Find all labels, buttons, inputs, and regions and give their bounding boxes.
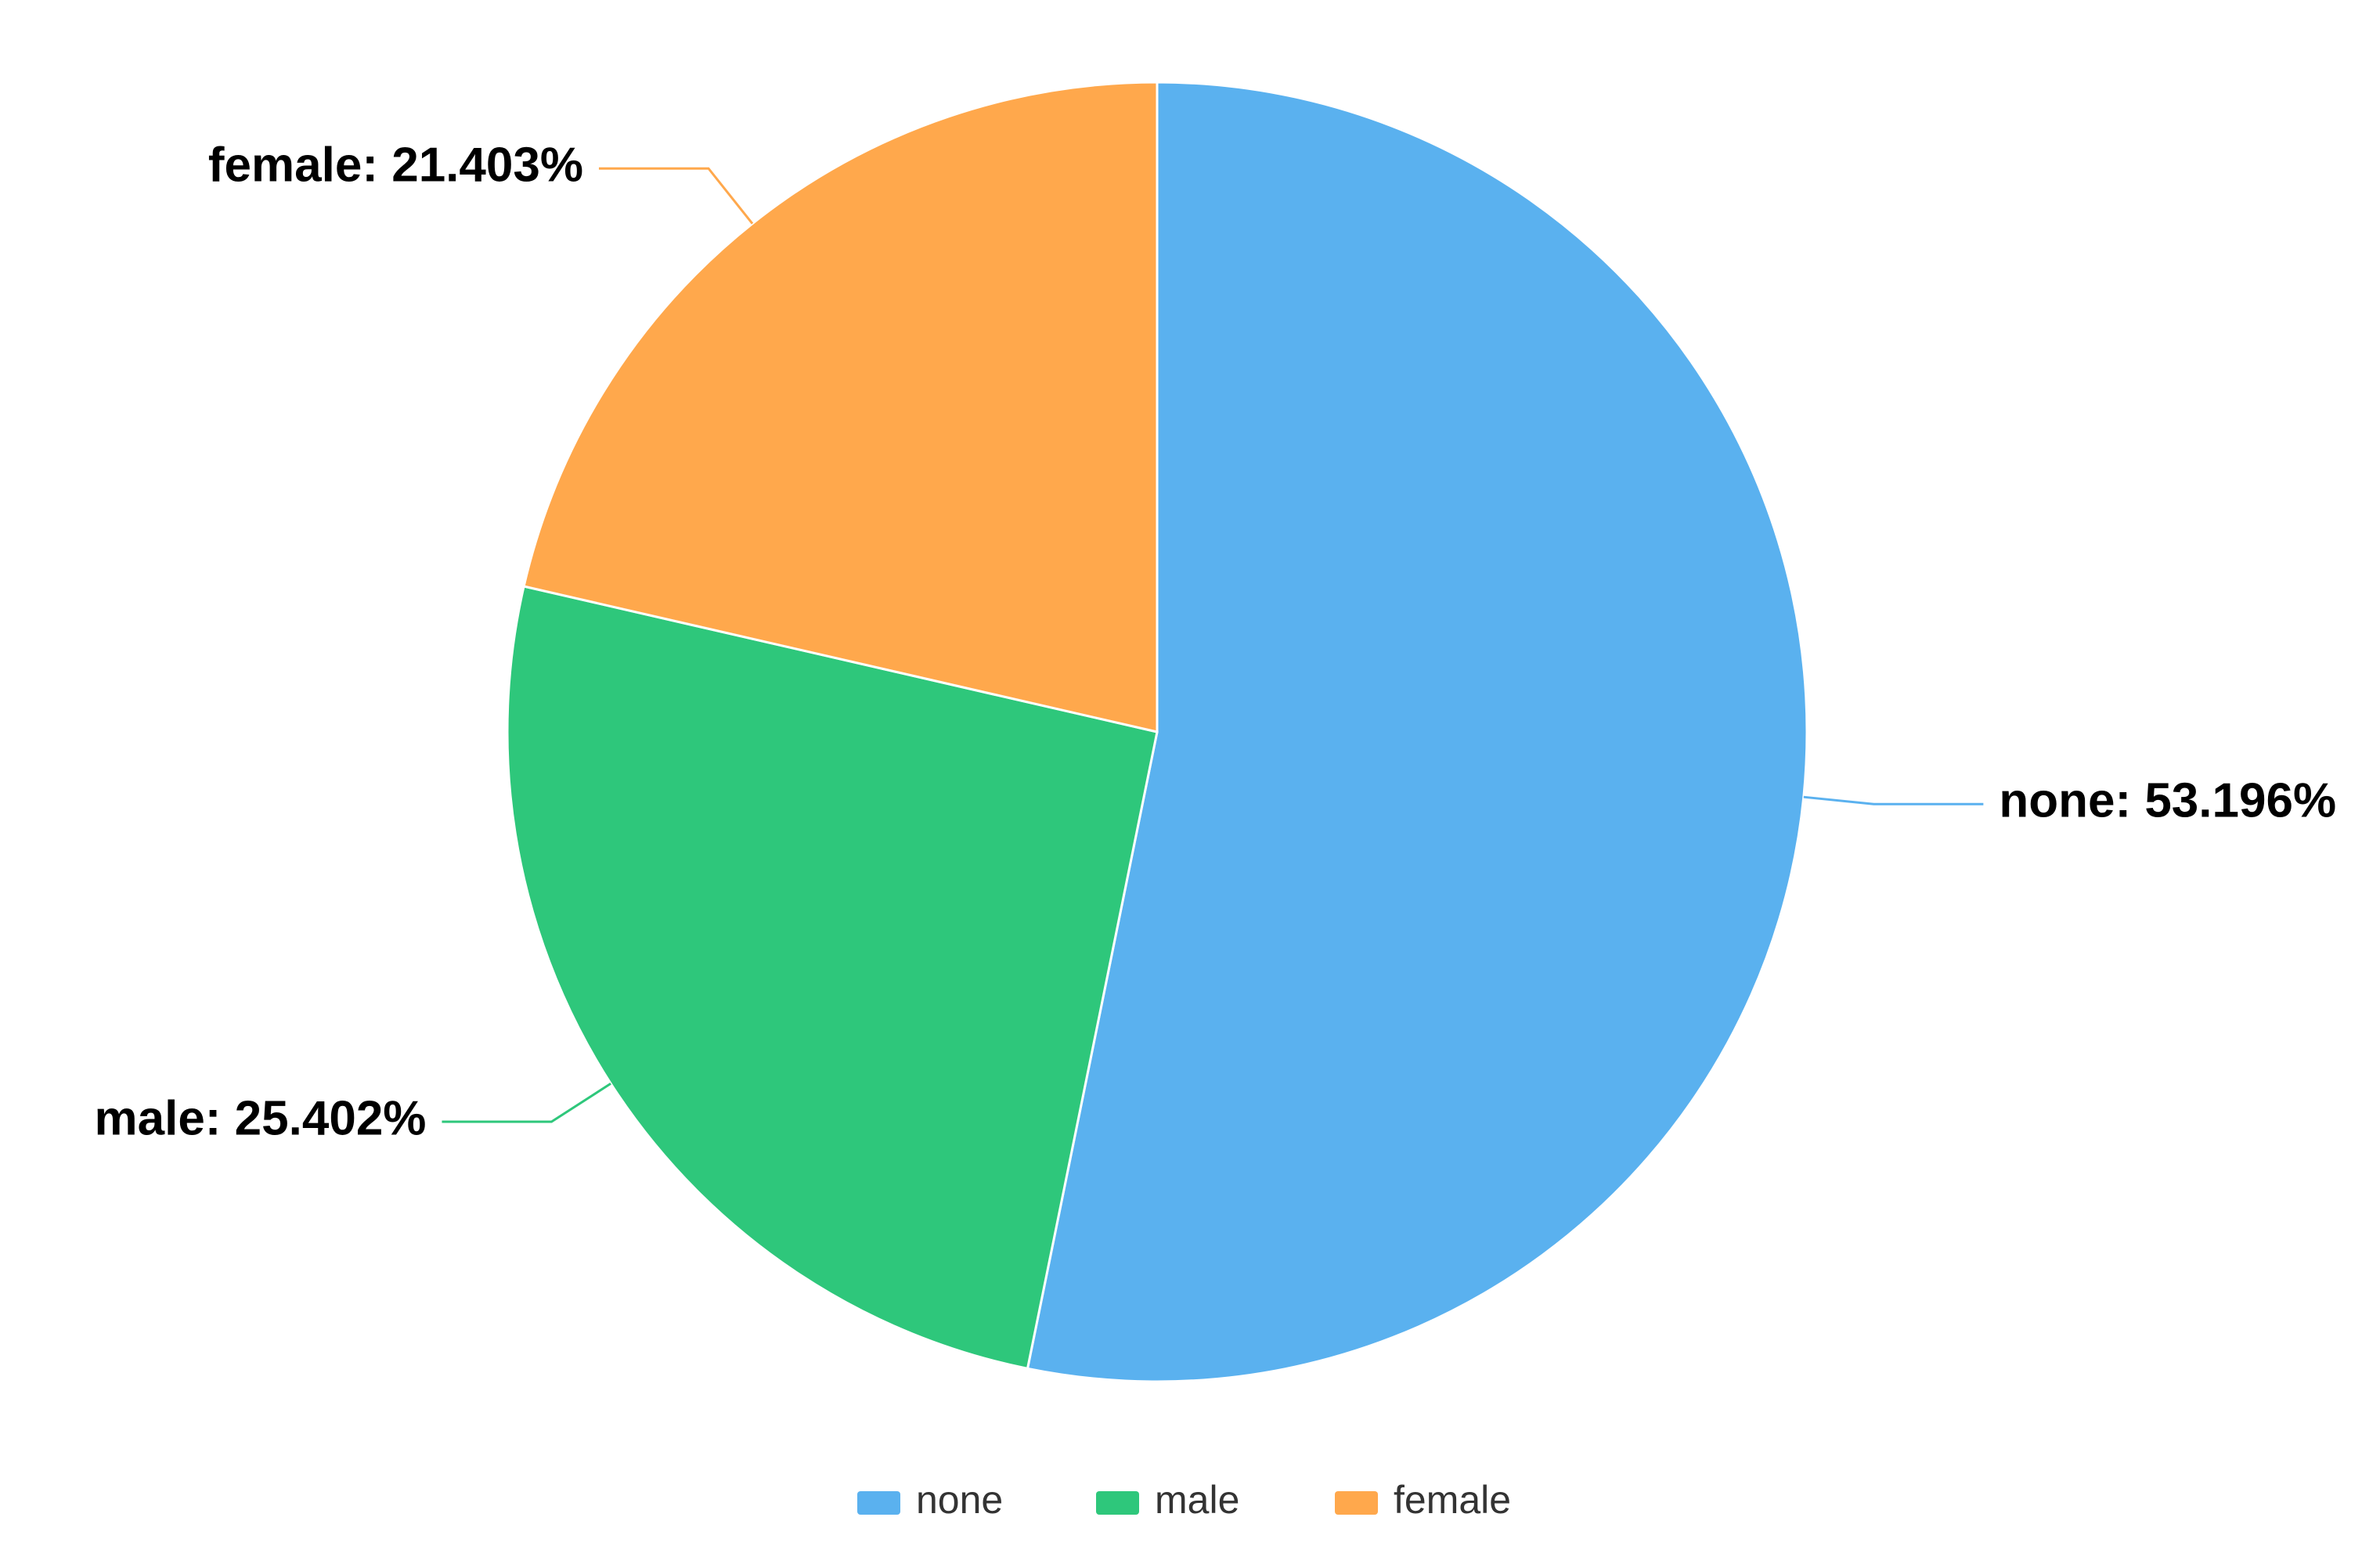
leader-line-female xyxy=(599,168,752,223)
pie-chart-svg: none: 53.196% male: 25.402% female: 21.403… xyxy=(0,0,2380,1564)
leader-line-none xyxy=(1804,797,1984,804)
leader-line-male xyxy=(442,1083,611,1122)
legend-label-none: none xyxy=(916,1478,1003,1522)
slice-label-none: none: 53.196% xyxy=(1999,774,2336,828)
legend-label-male: male xyxy=(1155,1478,1239,1522)
slice-label-male: male: 25.402% xyxy=(94,1091,426,1145)
pie-chart: none: 53.196% male: 25.402% female: 21.403… xyxy=(0,0,2380,1564)
legend-swatch-female xyxy=(1335,1491,1378,1515)
legend-swatch-male xyxy=(1096,1491,1139,1515)
slice-label-female: female: 21.403% xyxy=(208,139,583,193)
legend-swatch-none xyxy=(857,1491,900,1515)
legend-label-female: female xyxy=(1394,1478,1511,1522)
